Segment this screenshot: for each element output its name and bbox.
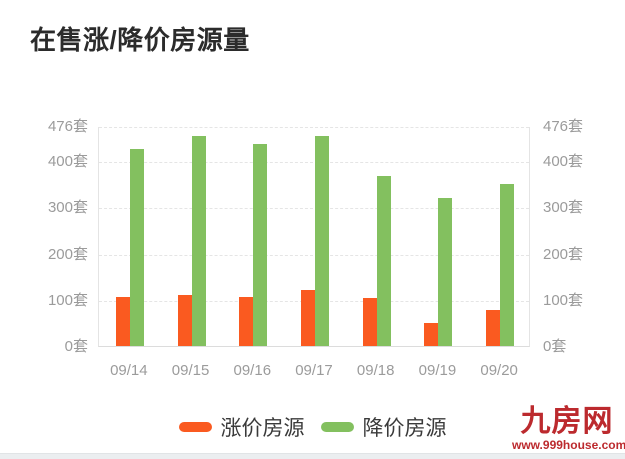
chart-legend: 涨价房源 降价房源	[0, 412, 625, 442]
y-tick-label: 300套	[543, 199, 584, 217]
plot-area	[98, 127, 530, 347]
x-axis-label: 09/19	[418, 362, 457, 379]
site-logo: 九房网 www.999house.com	[512, 405, 625, 452]
y-tick-label: 0套	[543, 338, 567, 355]
rise-bar	[239, 296, 254, 346]
x-axis-label: 09/18	[356, 362, 395, 379]
x-axis-label: 09/17	[295, 362, 333, 379]
rise-bar	[424, 322, 439, 346]
rise-bar	[486, 309, 501, 346]
legend-label: 涨价房源	[220, 417, 305, 440]
legend-label: 降价房源	[362, 417, 447, 440]
y-tick-label: 0套	[64, 338, 88, 355]
y-tick-label: 200套	[47, 245, 88, 263]
x-axis-label: 09/15	[171, 362, 210, 379]
drop-bar	[438, 198, 453, 346]
y-tick-label: 300套	[47, 199, 88, 217]
gridline	[99, 254, 529, 256]
y-tick-label: 476套	[543, 118, 584, 135]
y-tick-label: 476套	[47, 118, 88, 135]
rise-bar	[115, 297, 130, 346]
site-logo-url: www.999house.com	[512, 438, 625, 452]
x-axis-label: 09/14	[110, 362, 148, 379]
site-logo-text: 九房网	[520, 405, 614, 438]
gridline	[99, 127, 529, 128]
bottom-edge-strip	[0, 453, 625, 459]
drop-bar	[253, 144, 268, 346]
y-tick-label: 400套	[47, 153, 88, 171]
rise-bar	[362, 298, 377, 346]
legend-swatch-rise	[178, 422, 212, 432]
gridline	[99, 162, 529, 164]
drop-bar	[376, 175, 391, 346]
drop-bar	[129, 148, 144, 346]
legend-item: 涨价房源	[178, 412, 305, 442]
gridline	[99, 208, 529, 210]
legend-swatch-drop	[320, 422, 354, 432]
y-tick-label: 100套	[543, 291, 584, 309]
rise-bar	[177, 295, 192, 346]
rise-bar	[301, 289, 315, 346]
legend-item: 降价房源	[320, 412, 447, 442]
chart-title: 在售涨/降价房源量	[30, 25, 250, 55]
y-tick-label: 100套	[47, 291, 88, 309]
drop-bar	[500, 184, 515, 346]
drop-bar	[315, 135, 329, 346]
y-tick-label: 200套	[543, 245, 584, 263]
x-axis-label: 09/16	[233, 362, 272, 379]
drop-bar	[191, 135, 206, 346]
y-tick-label: 400套	[543, 153, 584, 171]
x-axis-label: 09/20	[480, 362, 518, 379]
